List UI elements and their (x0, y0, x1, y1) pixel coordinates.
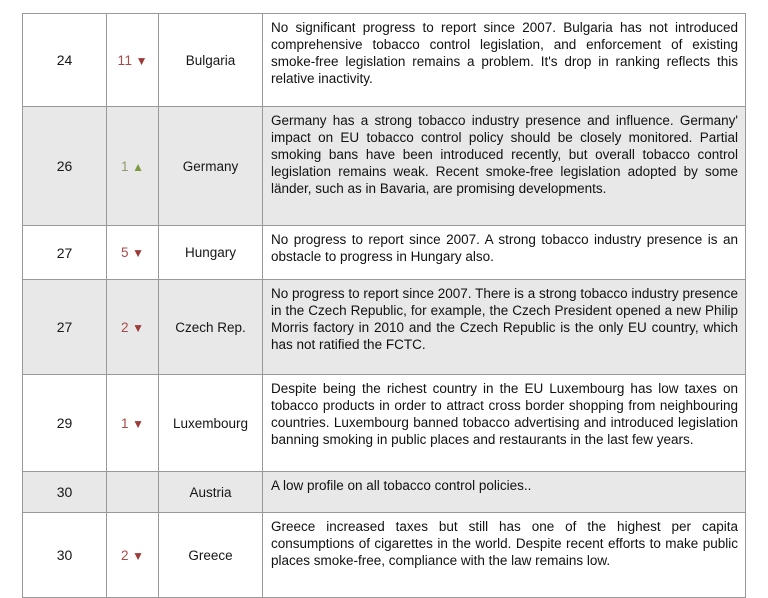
rank-cell: 29 (22, 374, 107, 472)
comment-cell: Germany has a strong tobacco industry pr… (262, 106, 746, 226)
change-down-arrow-icon: ▼ (132, 320, 144, 335)
rank-cell: 27 (22, 279, 107, 375)
change-cell: 1 ▲ (106, 106, 159, 226)
change-cell: 11 ▼ (106, 13, 159, 107)
change-value: 2 (121, 547, 130, 563)
comment-cell: No progress to report since 2007. A stro… (262, 225, 746, 280)
rank-cell: 30 (22, 471, 107, 513)
change-cell: 2 ▼ (106, 279, 159, 375)
comment-cell: No significant progress to report since … (262, 13, 746, 107)
change-up-arrow-icon: ▲ (132, 159, 144, 174)
table-row: 30 2 ▼ Greece Greece increased taxes but … (22, 512, 746, 598)
change-down-arrow-icon: ▼ (132, 548, 144, 563)
comment-cell: No progress to report since 2007. There … (262, 279, 746, 375)
country-cell: Germany (158, 106, 263, 226)
country-cell: Hungary (158, 225, 263, 280)
comment-cell: Despite being the richest country in the… (262, 374, 746, 472)
country-cell: Austria (158, 471, 263, 513)
change-down-arrow-icon: ▼ (132, 246, 144, 260)
change-value: 5 (121, 245, 130, 260)
change-cell: 1 ▼ (106, 374, 159, 472)
table-row: 26 1 ▲ Germany Germany has a strong tobac… (22, 106, 746, 226)
change-value: 1 (121, 158, 130, 174)
table-row: 29 1 ▼ Luxembourg Despite being the riche… (22, 374, 746, 472)
rank-cell: 26 (22, 106, 107, 226)
table-row: 27 5 ▼ Hungary No progress to report sinc… (22, 225, 746, 280)
change-cell: 5 ▼ (106, 225, 159, 280)
table-row: 24 11 ▼ Bulgaria No significant progress … (22, 13, 746, 107)
table-row: 27 2 ▼ Czech Rep. No progress to report s… (22, 279, 746, 375)
change-down-arrow-icon: ▼ (132, 416, 144, 431)
country-cell: Greece (158, 512, 263, 598)
comment-cell: Greece increased taxes but still has one… (262, 512, 746, 598)
change-value: 1 (121, 415, 130, 431)
change-down-arrow-icon: ▼ (135, 53, 148, 68)
country-cell: Bulgaria (158, 13, 263, 107)
comment-cell: A low profile on all tobacco control pol… (262, 471, 746, 513)
country-cell: Czech Rep. (158, 279, 263, 375)
change-cell (106, 471, 159, 513)
country-ranking-table: 24 11 ▼ Bulgaria No significant progress … (22, 13, 746, 598)
rank-cell: 30 (22, 512, 107, 598)
change-value: 11 (117, 52, 133, 68)
country-cell: Luxembourg (158, 374, 263, 472)
rank-cell: 27 (22, 225, 107, 280)
table-row: 30 Austria A low profile on all tobacco … (22, 471, 746, 513)
change-cell: 2 ▼ (106, 512, 159, 598)
change-value: 2 (121, 319, 130, 335)
rank-cell: 24 (22, 13, 107, 107)
